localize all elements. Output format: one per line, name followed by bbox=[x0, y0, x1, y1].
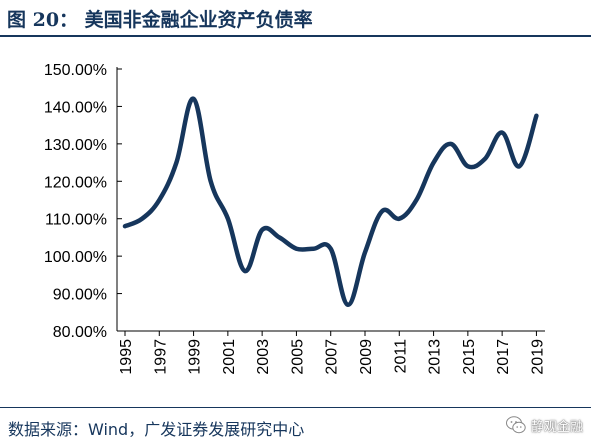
header-rule bbox=[0, 35, 591, 37]
series-line-0 bbox=[122, 96, 539, 308]
wechat-logo-icon bbox=[505, 416, 526, 434]
figure-title: 图 20： 美国非金融企业资产负债率 bbox=[7, 9, 313, 31]
y-tick-label: 140.00% bbox=[44, 99, 107, 116]
x-tick-label: 1995 bbox=[118, 339, 135, 375]
watermark: 静观金融 bbox=[505, 412, 583, 438]
source-note: 数据来源：Wind，广发证券发展研究中心 bbox=[8, 420, 305, 439]
x-tick-label: 2001 bbox=[221, 339, 238, 375]
x-tick-label: 1997 bbox=[152, 339, 169, 375]
y-tick-label: 90.00% bbox=[53, 287, 107, 304]
x-tick-label: 2017 bbox=[495, 339, 512, 375]
x-tick-label: 2003 bbox=[255, 339, 272, 375]
y-tick-label: 150.00% bbox=[44, 62, 107, 79]
figure-header: 图 20： 美国非金融企业资产负债率 bbox=[0, 0, 591, 36]
footer-rule bbox=[0, 407, 591, 408]
x-tick-label: 2005 bbox=[289, 339, 306, 375]
x-tick-label: 2019 bbox=[529, 339, 546, 375]
x-tick-label: 2007 bbox=[324, 339, 341, 375]
x-tick-label: 2015 bbox=[461, 339, 478, 375]
x-tick-label: 2013 bbox=[427, 339, 444, 375]
y-tick-label: 130.00% bbox=[44, 137, 107, 154]
x-tick-label: 2009 bbox=[358, 339, 375, 375]
x-tick-label: 2011 bbox=[392, 339, 409, 374]
y-tick-label: 110.00% bbox=[45, 212, 107, 229]
line-chart: 80.00% 90.00% 100.00% 110.00% 120.00% 130.00%… bbox=[44, 62, 547, 375]
y-tick-label: 120.00% bbox=[44, 174, 107, 191]
x-tick-label: 1999 bbox=[187, 339, 204, 375]
y-tick-label: 80.00% bbox=[53, 324, 107, 341]
watermark-text: 静观金融 bbox=[530, 419, 583, 435]
y-tick-label: 100.00% bbox=[44, 249, 107, 266]
